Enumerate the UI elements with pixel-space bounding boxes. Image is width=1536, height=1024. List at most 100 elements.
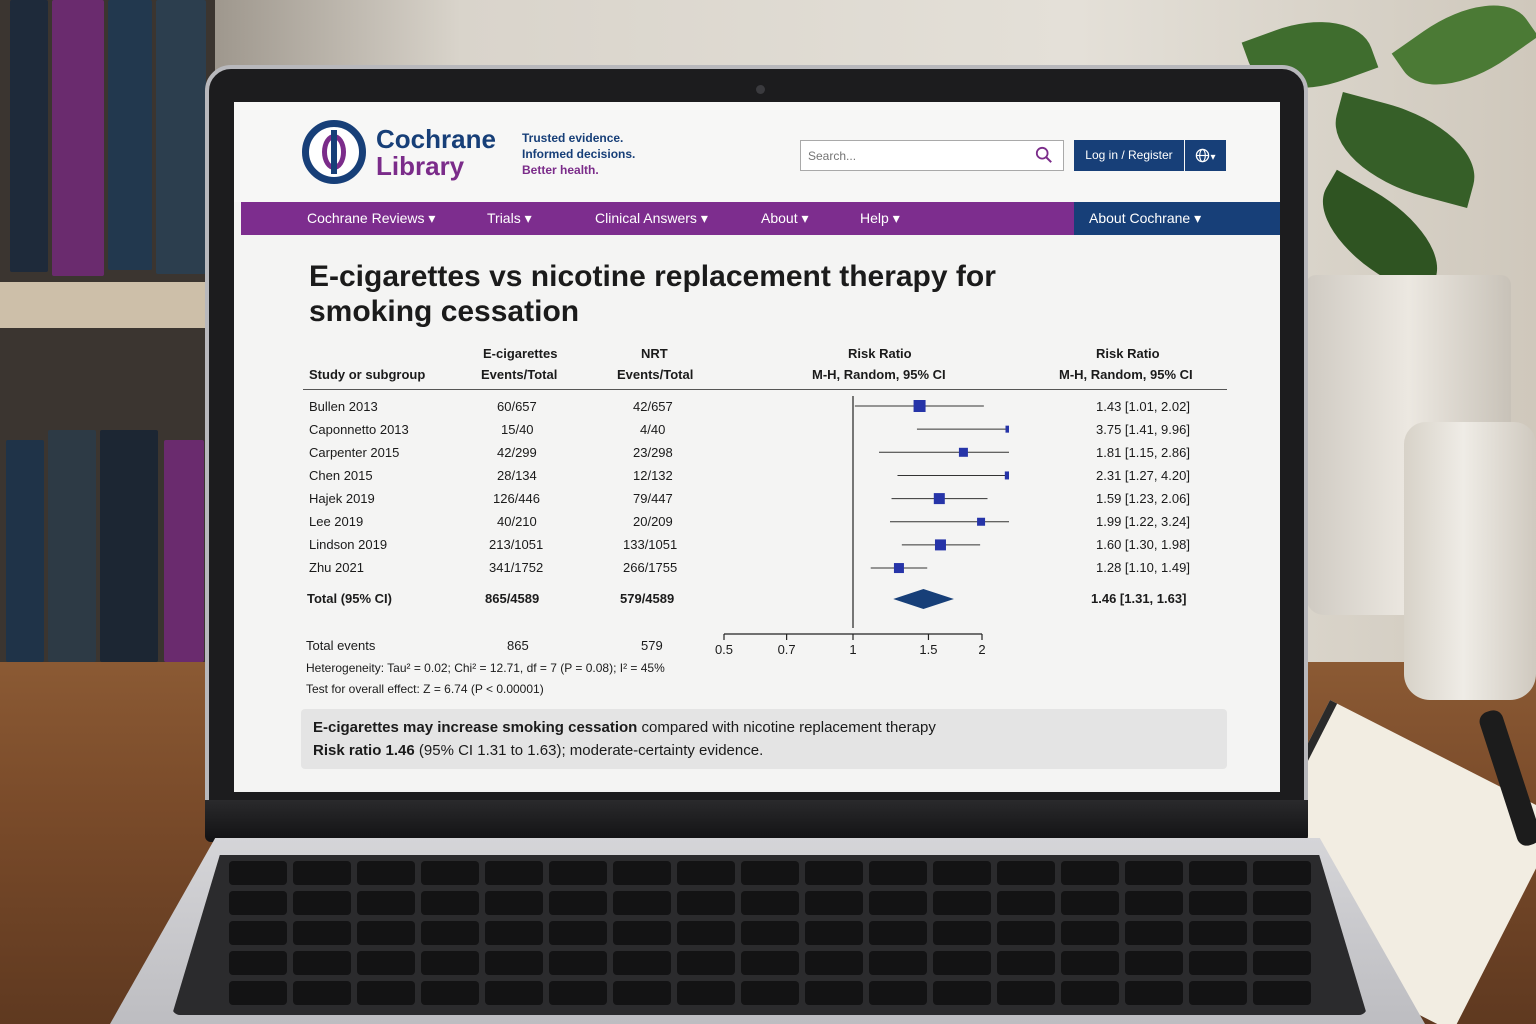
header-rr-sub: M-H, Random, 95% CI: [1059, 367, 1193, 382]
ecig-events: 42/299: [497, 445, 537, 460]
ecig-events: 126/446: [493, 491, 540, 506]
nav-help[interactable]: Help ▾: [860, 210, 900, 226]
tagline-line1: Trusted evidence.: [522, 131, 624, 145]
header-study: Study or subgroup: [309, 367, 426, 382]
brand-name-line2[interactable]: Library: [376, 151, 465, 181]
total-events-label: Total events: [306, 638, 376, 653]
nrt-events: 4/40: [640, 422, 666, 437]
coffee-mug: [1404, 422, 1536, 700]
study-name: Carpenter 2015: [309, 445, 400, 460]
chevron-down-icon: ▾: [892, 210, 900, 226]
book: [52, 0, 104, 276]
study-name: Caponnetto 2013: [309, 422, 409, 437]
language-selector[interactable]: ▾: [1185, 140, 1226, 171]
x-tick-label: 1.5: [919, 642, 937, 657]
nav-about-cochrane[interactable]: About Cochrane ▾: [1074, 202, 1280, 235]
study-marker: [893, 563, 904, 574]
header-ecig-sub: Events/Total: [481, 367, 558, 382]
shelf-board: [0, 282, 215, 328]
study-name: Lee 2019: [309, 514, 364, 529]
book: [164, 440, 204, 662]
nrt-events: 133/1051: [623, 537, 678, 552]
nav-about[interactable]: About ▾: [761, 210, 809, 226]
heterogeneity-text: Heterogeneity: Tau² = 0.02; Chi² = 12.71…: [306, 661, 665, 675]
header-nrt: NRT: [641, 346, 668, 361]
nrt-events: 20/209: [633, 514, 673, 529]
total-ecig: 865/4589: [485, 591, 540, 606]
overall-effect-text: Test for overall effect: Z = 6.74 (P < 0…: [306, 682, 544, 696]
risk-ratio-value: 1.60 [1.30, 1.98]: [1096, 537, 1190, 552]
login-register-button[interactable]: Log in / Register: [1074, 140, 1184, 171]
search-icon[interactable]: [1035, 146, 1053, 164]
key-row: [172, 951, 1367, 975]
study-name: Hajek 2019: [309, 491, 375, 506]
study-name: Lindson 2019: [309, 537, 388, 552]
search-box: [800, 140, 1064, 171]
bookshelf: [0, 0, 215, 665]
screen: Cochrane Library Trusted evidence. Infor…: [234, 102, 1280, 792]
key-row: [172, 981, 1367, 1005]
key-row: [172, 921, 1367, 945]
risk-ratio-value: 1.81 [1.15, 2.86]: [1096, 445, 1190, 460]
nav-clinical-answers[interactable]: Clinical Answers ▾: [595, 210, 708, 226]
chevron-down-icon: ▾: [801, 210, 809, 226]
header-rr: Risk Ratio: [1096, 346, 1160, 361]
chevron-down-icon: ▾: [1194, 210, 1202, 226]
nrt-events: 266/1755: [623, 560, 678, 575]
nrt-events: 79/447: [633, 491, 673, 506]
summary-box: E-cigarettes may increase smoking cessat…: [301, 709, 1227, 769]
brand-name-line1[interactable]: Cochrane: [376, 124, 496, 154]
keyboard: [172, 855, 1367, 1015]
total-events-ecig: 865: [507, 638, 529, 653]
total-label: Total (95% CI): [307, 591, 392, 606]
tagline-line2: Informed decisions.: [522, 147, 636, 161]
search-input[interactable]: [801, 141, 1026, 170]
x-tick-label: 0.7: [778, 642, 796, 657]
book: [10, 0, 48, 272]
ecig-events: 60/657: [497, 399, 537, 414]
page-title: E-cigarettes vs nicotine replacement the…: [309, 260, 996, 328]
risk-ratio-value: 1.43 [1.01, 2.02]: [1096, 399, 1190, 414]
book: [108, 0, 152, 270]
header-rr-plot: Risk Ratio: [848, 346, 912, 361]
globe-icon: [1196, 148, 1210, 163]
study-marker: [933, 493, 945, 505]
cochrane-logo-icon[interactable]: [302, 120, 366, 184]
ecig-events: 213/1051: [489, 537, 544, 552]
study-name: Chen 2015: [309, 468, 373, 483]
header-rr-plot-sub: M-H, Random, 95% CI: [812, 367, 946, 382]
header-rule: [303, 389, 1227, 390]
study-marker: [977, 517, 986, 526]
risk-ratio-value: 3.75 [1.41, 9.96]: [1096, 422, 1190, 437]
book: [156, 0, 206, 274]
book: [6, 440, 44, 662]
ecig-events: 28/134: [497, 468, 537, 483]
study-marker: [958, 447, 968, 457]
summary-line1: E-cigarettes may increase smoking cessat…: [313, 719, 936, 736]
ecig-events: 15/40: [501, 422, 534, 437]
nrt-events: 42/657: [633, 399, 673, 414]
nav-cochrane-reviews[interactable]: Cochrane Reviews ▾: [307, 210, 436, 226]
nav-trials[interactable]: Trials ▾: [487, 210, 532, 226]
book: [100, 430, 158, 662]
key-row: [172, 891, 1367, 915]
webcam: [756, 85, 765, 94]
x-tick-label: 1: [849, 642, 856, 657]
study-marker: [913, 400, 926, 412]
nrt-events: 23/298: [633, 445, 673, 460]
chevron-down-icon: ▾: [428, 210, 436, 226]
ecig-events: 40/210: [497, 514, 537, 529]
total-nrt: 579/4589: [620, 591, 675, 606]
ecig-events: 341/1752: [489, 560, 544, 575]
study-marker: [1005, 425, 1009, 433]
x-tick-label: 0.5: [715, 642, 733, 657]
total-events-nrt: 579: [641, 638, 663, 653]
x-tick-label: 2: [978, 642, 985, 657]
risk-ratio-value: 2.31 [1.27, 4.20]: [1096, 468, 1190, 483]
summary-line2: Risk ratio 1.46 (95% CI 1.31 to 1.63); m…: [313, 742, 764, 759]
book: [48, 430, 96, 662]
chevron-down-icon: ▾: [524, 210, 532, 226]
pooled-diamond: [893, 589, 954, 609]
risk-ratio-value: 1.99 [1.22, 3.24]: [1096, 514, 1190, 529]
forest-plot: 0.50.711.52Favours NRTFavours e-cigarett…: [715, 396, 1009, 657]
